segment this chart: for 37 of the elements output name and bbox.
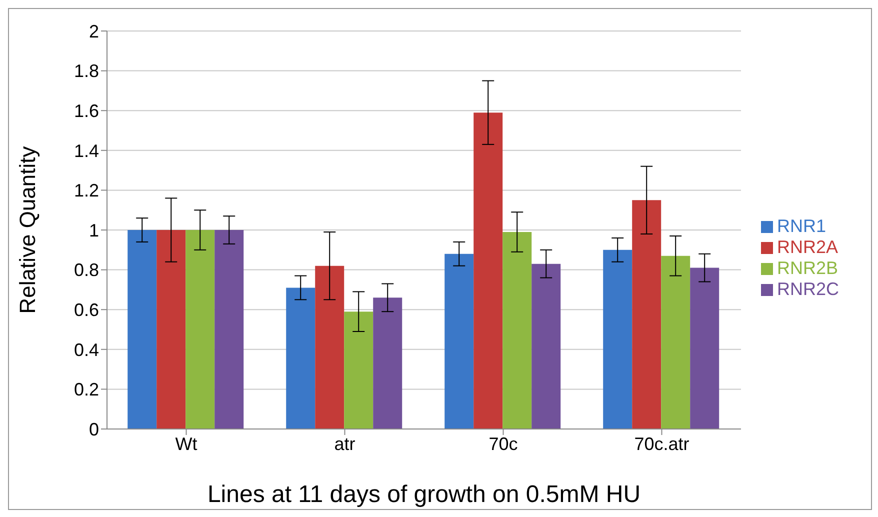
bar [315,266,344,429]
x-tick-label: 70c [488,434,518,454]
y-tick-label: 2 [88,21,99,42]
x-axis-title: Lines at 11 days of growth on 0.5mM HU [207,481,641,508]
y-tick-label: 0.8 [74,260,99,280]
bar [156,230,186,429]
y-tick-label: 1.2 [74,180,99,201]
y-tick-label: 0.4 [74,340,99,360]
bar [186,230,215,429]
bar [532,264,561,429]
x-tick-label: atr [334,434,356,454]
y-tick-label: 1.4 [74,140,99,161]
y-tick-label: 0.6 [74,300,99,320]
bar [632,200,662,429]
y-axis-title: Relative Quantity [14,146,40,314]
y-tick-label: 1.8 [74,61,99,82]
legend-label: RNR2B [776,258,838,278]
legend-label: RNR1 [776,216,826,236]
legend-label: RNR2A [776,237,838,257]
y-tick-label: 1.6 [74,100,99,121]
bar [286,288,316,429]
bar [128,230,157,429]
y-tick-label: 1 [88,220,99,240]
x-tick-label: 70c.atr [634,434,690,454]
bar [444,254,474,429]
bar [661,256,690,429]
y-tick-label: 0.2 [74,380,99,400]
bar [373,298,402,429]
bar [474,112,503,429]
bar [690,268,720,429]
bar [502,232,532,429]
bar [344,312,374,429]
x-tick-label: Wt [175,434,198,454]
bar [603,250,632,429]
bar [214,230,244,429]
y-tick-label: 0 [88,419,99,440]
legend-label: RNR2C [776,279,839,299]
